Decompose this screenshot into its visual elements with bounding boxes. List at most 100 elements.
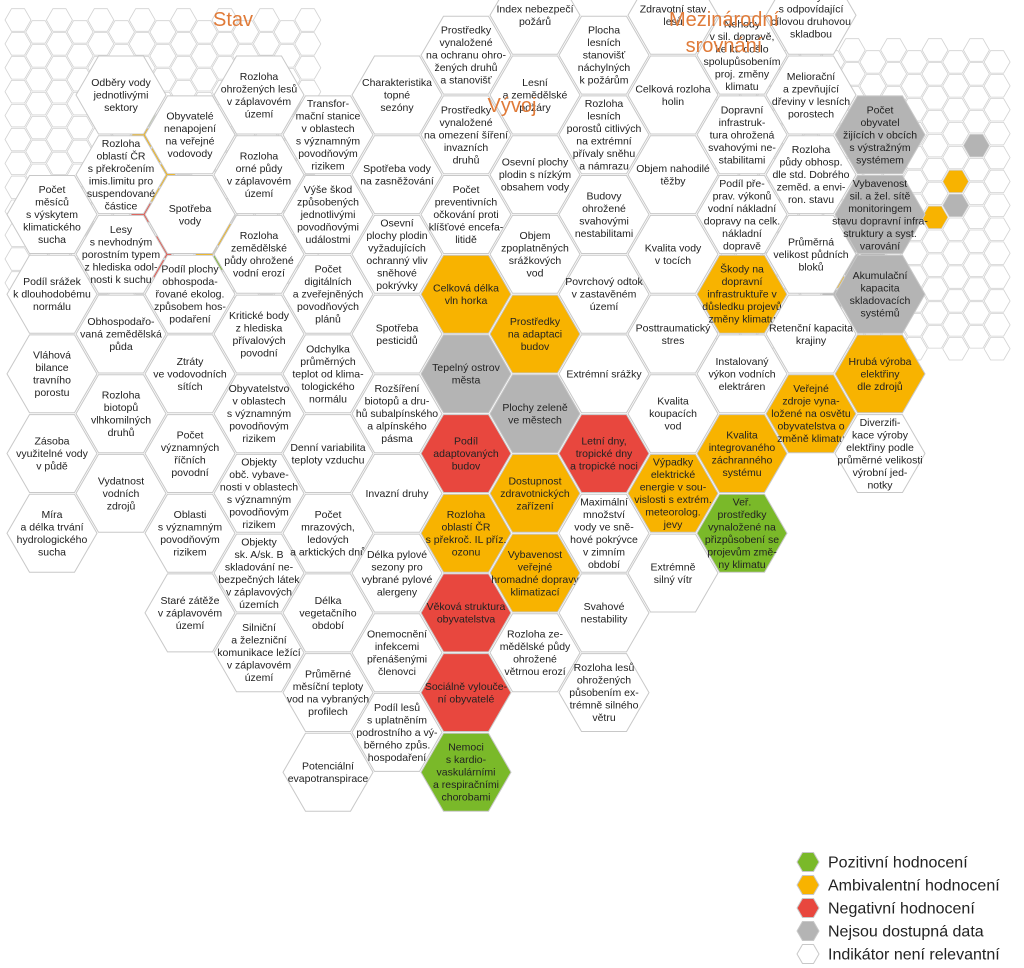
indicator-label-line: nosti v oblastech [220,482,298,494]
indicator-label-line: porostním typem [82,249,160,261]
indicator-label-line: evapotranspirace [288,773,369,785]
indicator-label-line: povodňovým [229,421,289,433]
mini-hex-empty [921,86,949,110]
mini-hex-empty [983,193,1011,218]
hex-shape [213,453,305,533]
indicator-label-line: rizikem [173,547,207,559]
hex-shape [144,95,236,175]
indicator-label-line: územích [239,599,279,611]
indicator-label-line: Průměrná [788,236,834,248]
indicator-label-line: elektráren [719,381,766,393]
indicator-label-line: s překroč. IL příz. [426,534,507,546]
mini-hex-empty [962,62,990,86]
indicator-label-line: dle zdrojů [857,381,903,393]
indicator-label-line: v záplavovém [158,607,222,619]
indicator-label-line: a stanovišť [440,75,492,87]
mini-hex-empty [921,301,949,325]
hex-shape [765,374,857,454]
indicator-label-line: povodňových [297,301,359,313]
hex-shape [351,55,443,135]
indicator-label-line: profilech [308,706,348,718]
indicator-label-line: hové pokrývce [570,534,638,546]
hex-shape [144,573,236,653]
indicator-label-line: suspendované [87,188,155,200]
indicator-label-line: Počet [453,184,480,196]
hex-shape [696,254,788,334]
mini-hex-empty [942,313,970,337]
indicator-label-line: měsíční teploty [293,681,364,693]
mini-hex-empty [962,86,990,110]
indicator-label-line: prostředky [717,509,767,521]
indicator-label-line: Obyvatelé [166,111,213,123]
indicator-label-line: a arktických dnů [290,547,366,559]
hex-shape [558,653,650,732]
indicator-label-line: monitoringem [848,203,912,215]
indicator-label-line: Svahové [584,601,625,613]
legend-item: Indikátor není relevantní [796,944,1000,964]
indicator-label-line: Kvalita vody [645,243,702,255]
hex-shape [489,55,581,135]
indicator-label-line: Škody na [720,263,764,276]
mini-hex-empty [4,151,32,176]
indicator-label-line: území [245,108,274,120]
hex-shape [75,55,167,135]
indicator-label-line: mační stanice [296,111,361,123]
indicator-cell: Výše škodzpůsobenýchjednotlivýmipovodňov… [282,175,374,254]
mini-hex-empty [983,241,1011,265]
indicator-cell: Extrémní srážky [558,334,650,414]
indicator-label-line: Budovy [586,190,622,202]
mini-hex-empty [983,50,1011,74]
indicator-label-line: Podíl plochy [161,264,219,276]
hex-shape [75,214,167,294]
hex-shape [282,493,374,573]
hex-shape [420,254,512,334]
indicator-label-line: Vláhová [33,350,71,362]
mini-hex-empty [859,74,887,98]
indicator-label-line: obč. vybave- [229,469,289,481]
indicator-label-line: Věková struktura [427,601,506,613]
mini-hex-empty [962,229,990,253]
mini-hex-rated [942,169,970,194]
mini-hex-empty [921,325,949,349]
indicator-label-line: Lesy [110,224,133,236]
indicator-label-line: Výpadky [653,457,694,469]
indicator-label-line: skladbou [790,29,832,41]
hex-shape [6,334,98,414]
indicator-label-line: běrného způs. [364,739,431,751]
hex-shape [834,414,926,493]
indicator-label-line: litidě [455,234,477,246]
indicator-label-line: z hlediska [236,322,283,334]
indicator-label-line: způsobených [297,197,359,209]
hex-shape [627,55,719,135]
indicator-label-line: koupacích [649,408,697,420]
indicator-label-line: přívaly sněhu [573,148,636,160]
hex-shape [213,55,305,135]
indicator-label-line: projevům změ- [707,547,777,559]
mini-hex-empty [211,32,239,56]
mini-hex-empty [942,98,970,122]
indicator-label-line: významných [161,442,220,454]
indicator-label-line: krajiny [796,335,827,347]
hex-shape [282,653,374,732]
legend-hex-swatch [796,852,820,872]
indicator-label-line: porostech [788,108,834,120]
indicator-label-line: a respiračními [433,779,499,791]
hex-shape [765,214,857,294]
mini-hex-empty [294,56,322,80]
